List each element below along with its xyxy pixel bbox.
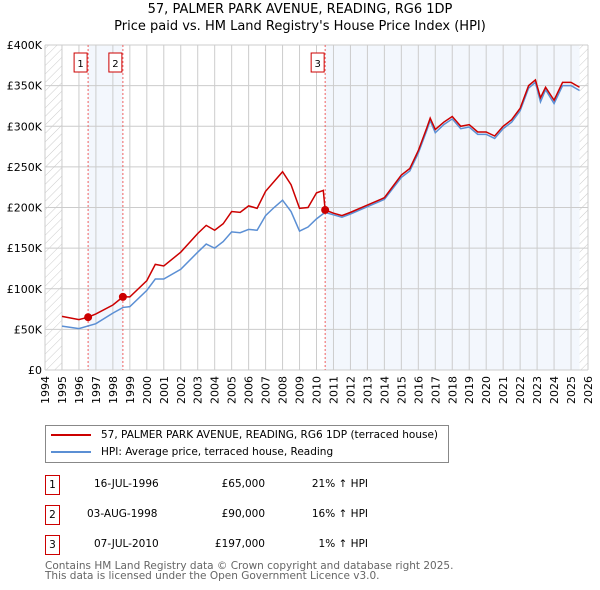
footer: Contains HM Land Registry data © Crown c… [45, 560, 454, 582]
x-tick-label: 2011 [327, 376, 340, 404]
x-tick-label: 2003 [192, 376, 205, 404]
legend-label: HPI: Average price, terraced house, Read… [101, 446, 334, 458]
series-line-hpi [61, 81, 580, 330]
x-tick-label: 2019 [463, 376, 476, 404]
sale-flag [73, 52, 88, 73]
sale-flag-label: 1 [77, 59, 83, 70]
x-tick-label: 1996 [73, 376, 86, 404]
x-tick-label: 2020 [480, 376, 493, 404]
y-tick-label: £300K [7, 120, 43, 133]
legend-swatch-red [51, 434, 91, 436]
y-tick-label: £250K [7, 161, 43, 174]
x-tick-label: 2026 [582, 376, 595, 404]
y-tick-label: £200K [7, 202, 43, 215]
sale-flag [310, 52, 325, 73]
copyright-text: Contains HM Land Registry data © Crown c… [45, 560, 454, 572]
sale-date: 03-AUG-1998 [87, 508, 158, 520]
x-tick-label: 1994 [39, 376, 52, 404]
x-tick-label: 2005 [226, 376, 239, 404]
x-tick-label: 2006 [243, 376, 256, 404]
x-tick-label: 2017 [429, 376, 442, 404]
sale-marker: 3 [45, 535, 60, 555]
sale-price: £90,000 [221, 508, 265, 520]
sale-point [84, 313, 93, 322]
x-tick-label: 2008 [277, 376, 290, 404]
x-tick-label: 2004 [209, 376, 222, 404]
sale-date: 16-JUL-1996 [94, 478, 159, 490]
x-tick-label: 2021 [497, 376, 510, 404]
x-tick-label: 2014 [378, 376, 391, 404]
y-tick-label: £100K [7, 283, 43, 296]
x-tick-label: 2000 [141, 376, 154, 404]
licence-text: This data is licensed under the Open Gov… [45, 570, 380, 582]
sale-flag-label: 2 [112, 59, 118, 70]
y-tick-label: £400K [7, 39, 43, 52]
series-line-price [61, 78, 580, 321]
x-tick-label: 2018 [446, 376, 459, 404]
x-tick-label: 1995 [56, 376, 69, 404]
x-tick-label: 2023 [531, 376, 544, 404]
sale-hpi: 1% ↑ HPI [318, 538, 368, 550]
sale-point [118, 292, 127, 301]
legend-swatch-blue [51, 451, 91, 453]
x-tick-label: 2002 [175, 376, 188, 404]
line-chart: 1994 1995 1996 1997 1998 1999 2000 2001 2002 2003… [7, 39, 595, 404]
legend: 57, PALMER PARK AVENUE, READING, RG6 1DP… [45, 425, 449, 463]
sale-price: £197,000 [214, 538, 265, 550]
x-tick-label: 2025 [565, 376, 578, 404]
x-tick-label: 1997 [90, 376, 103, 404]
sale-row: 3 07-JUL-2010 £197,000 1% ↑ HPI [45, 535, 445, 555]
x-tick-label: 1999 [124, 376, 137, 404]
x-tick-label: 2013 [361, 376, 374, 404]
x-tick-label: 2012 [344, 376, 357, 404]
sale-hpi: 21% ↑ HPI [311, 478, 368, 490]
legend-item-hpi: HPI: Average price, terraced house, Read… [51, 446, 333, 458]
sale-row: 2 03-AUG-1998 £90,000 16% ↑ HPI [45, 505, 445, 525]
legend-item-price: 57, PALMER PARK AVENUE, READING, RG6 1DP… [51, 429, 438, 441]
y-tick-label: £50K [14, 323, 43, 336]
sale-marker: 2 [45, 505, 60, 525]
sale-row: 1 16-JUL-1996 £65,000 21% ↑ HPI [45, 475, 445, 495]
x-tick-label: 2015 [395, 376, 408, 404]
x-tick-label: 2024 [548, 376, 561, 404]
sale-price: £65,000 [221, 478, 265, 490]
sale-hpi: 16% ↑ HPI [311, 508, 368, 520]
legend-label: 57, PALMER PARK AVENUE, READING, RG6 1DP… [101, 429, 438, 441]
x-tick-label: 2007 [260, 376, 273, 404]
x-tick-label: 2009 [294, 376, 307, 404]
x-tick-label: 2016 [412, 376, 425, 404]
sale-marker: 1 [45, 475, 60, 495]
sale-flag [108, 52, 123, 73]
y-tick-label: £150K [7, 242, 43, 255]
sale-flag-label: 3 [314, 59, 320, 70]
y-tick-label: £350K [7, 80, 43, 93]
chart-title: 57, PALMER PARK AVENUE, READING, RG6 1DP [147, 2, 453, 17]
x-tick-label: 2001 [158, 376, 171, 404]
chart-subtitle: Price paid vs. HM Land Registry's House … [114, 19, 486, 34]
sale-date: 07-JUL-2010 [94, 538, 159, 550]
x-tick-label: 1998 [107, 376, 120, 404]
x-tick-label: 2010 [311, 376, 324, 404]
y-tick-label: £0 [28, 364, 42, 377]
x-tick-label: 2022 [514, 376, 527, 404]
sale-point [321, 205, 330, 214]
